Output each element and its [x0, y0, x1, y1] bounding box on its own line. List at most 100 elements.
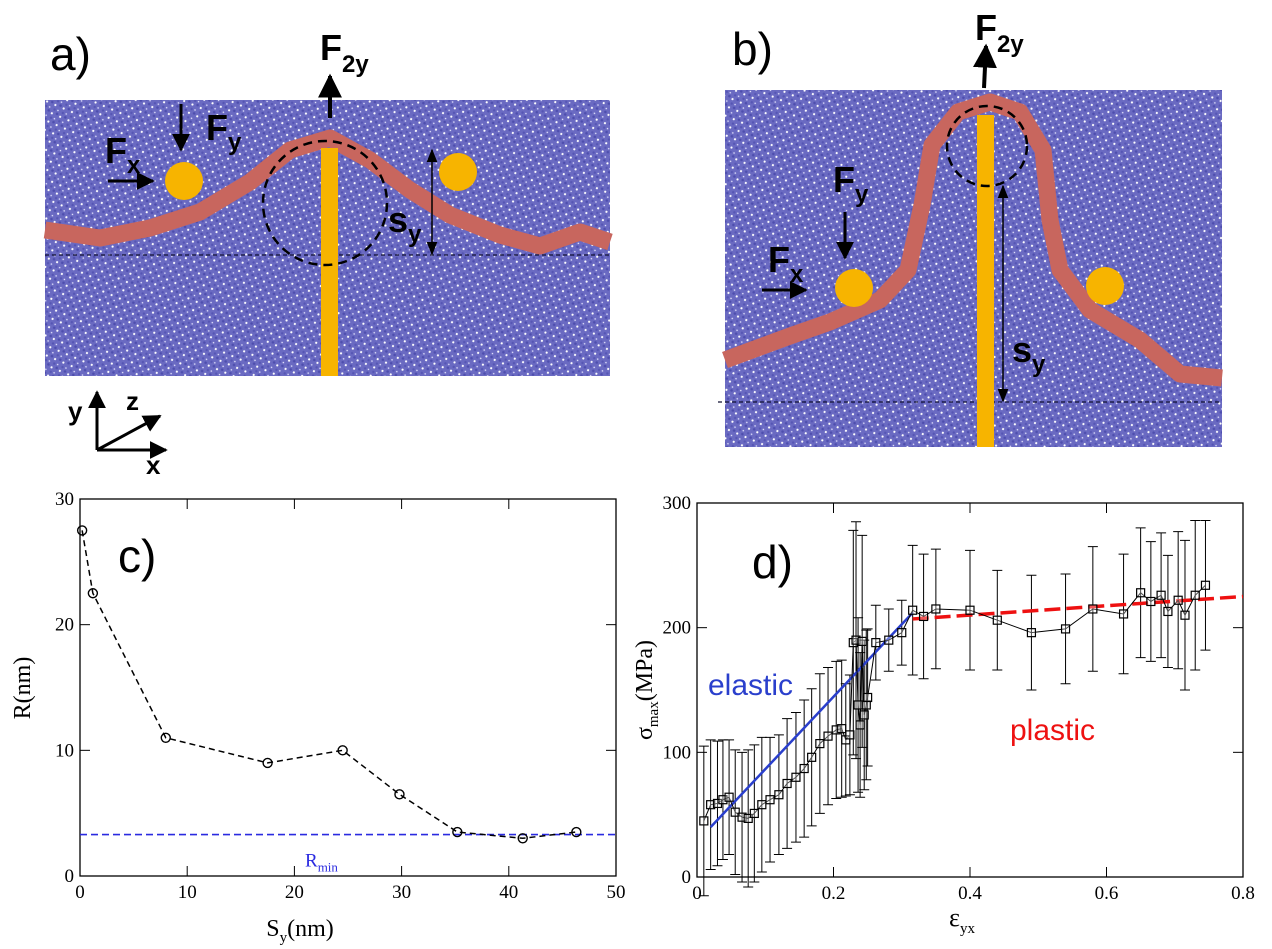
- dislocation-line: [43, 129, 613, 255]
- displacement-label: sy: [388, 199, 422, 248]
- series-line: [703, 584, 1206, 822]
- data-point: [992, 615, 1002, 625]
- data-point: [823, 731, 833, 741]
- x-axis-symbol: S: [266, 916, 279, 942]
- axis-name: x: [146, 450, 161, 480]
- data-point: [1060, 624, 1071, 634]
- data-point: [765, 795, 775, 805]
- x-axis-unit: (nm): [287, 916, 334, 942]
- force-subscript: x: [790, 261, 804, 288]
- dislocation-line: [722, 93, 1223, 387]
- displacement-subscript: y: [408, 221, 422, 248]
- x-tick-label: 20: [285, 882, 304, 903]
- data-point: [965, 605, 975, 615]
- x-axis-subscript: y: [280, 930, 288, 946]
- rod: [977, 115, 994, 447]
- force-subscript: 2y: [342, 51, 369, 78]
- data-point: [1156, 590, 1166, 600]
- data-point: [855, 720, 865, 730]
- data-point: [851, 635, 861, 645]
- force-subscript: x: [127, 152, 141, 179]
- data-point: [859, 710, 869, 720]
- data-point: [262, 757, 273, 769]
- data-point: [1146, 596, 1156, 607]
- data-point: [831, 725, 841, 735]
- data-point: [1088, 604, 1098, 614]
- force-label: Fy: [833, 159, 869, 208]
- simulation-image: [725, 90, 1222, 447]
- data-point: [730, 807, 740, 817]
- force-label: Fx: [768, 239, 804, 288]
- force-arrow: [972, 43, 997, 89]
- data-point: [1190, 590, 1200, 600]
- data-point: [908, 605, 918, 615]
- force-label: F2y: [320, 27, 369, 78]
- data-point: [815, 739, 825, 749]
- data-point: [87, 588, 99, 599]
- data-point: [452, 826, 463, 838]
- force-symbol: F: [768, 239, 790, 280]
- force-subscript: y: [855, 181, 869, 208]
- data-point: [853, 700, 863, 710]
- x-tick-label: 0.2: [822, 883, 846, 904]
- x-tick-label: 0.6: [1095, 883, 1119, 904]
- y-tick-label: 0: [65, 866, 75, 887]
- panel-b: b) F2y Fx Fy sy: [718, 7, 1223, 447]
- y-tick-label: 0: [682, 867, 692, 888]
- y-axis-label: R(nm): [10, 657, 36, 720]
- rod: [321, 148, 338, 376]
- x-axis-subscript: yx: [960, 921, 976, 937]
- reference-symbol: R: [305, 851, 318, 872]
- fit-label: plastic: [1010, 714, 1095, 747]
- data-point: [1118, 609, 1129, 619]
- obstacle: [165, 162, 203, 200]
- y-tick-label: 300: [663, 493, 692, 514]
- data-point: [863, 692, 873, 703]
- series-line: [81, 530, 577, 840]
- x-tick-label: 30: [392, 882, 411, 903]
- fit-line: [912, 594, 1244, 621]
- displacement-symbol: s: [1012, 329, 1032, 370]
- x-tick-label: 0.8: [1231, 883, 1255, 904]
- data-point: [799, 763, 809, 774]
- panel-label: b): [732, 23, 773, 75]
- axis-name: z: [126, 386, 139, 416]
- y-tick-label: 30: [55, 489, 74, 510]
- data-point: [749, 808, 759, 819]
- x-axis-symbol: ε: [949, 903, 960, 932]
- data-point: [837, 724, 847, 734]
- obstacle: [439, 153, 477, 191]
- force-label: Fx: [105, 130, 141, 179]
- displacement-label: sy: [1012, 329, 1046, 378]
- force-symbol: F: [320, 27, 342, 68]
- force-symbol: F: [105, 130, 127, 171]
- data-point: [571, 826, 582, 838]
- panel-label: a): [50, 28, 91, 80]
- curvature-circle: [945, 104, 1029, 188]
- data-point: [791, 772, 801, 782]
- reference-label: Rmin: [305, 851, 338, 875]
- data-point: [706, 800, 716, 810]
- data-point: [743, 813, 753, 824]
- data-point: [897, 628, 907, 638]
- data-point: [918, 611, 929, 622]
- data-point: [807, 752, 817, 762]
- fit-line: [709, 611, 914, 828]
- x-axis-label: εyx: [949, 903, 975, 937]
- data-point: [848, 638, 858, 648]
- plot-frame: [79, 498, 617, 877]
- y-axis-subscript: max: [646, 701, 662, 727]
- x-tick-label: 50: [607, 882, 626, 903]
- displacement-subscript: y: [1032, 351, 1046, 378]
- data-point: [861, 700, 871, 710]
- axis-name: y: [68, 396, 83, 426]
- data-point: [931, 604, 941, 614]
- data-point: [737, 812, 747, 822]
- data-point: [699, 816, 709, 826]
- data-point: [1180, 610, 1190, 620]
- x-tick-label: 10: [178, 882, 197, 903]
- x-tick-label: 0.4: [958, 883, 982, 904]
- data-point: [845, 730, 855, 740]
- data-point: [1163, 606, 1173, 617]
- obstacle: [1086, 267, 1124, 305]
